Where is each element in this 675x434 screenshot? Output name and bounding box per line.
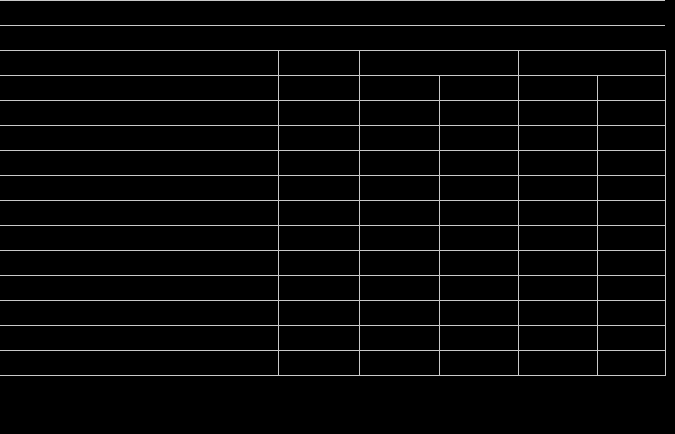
table-cell — [596, 150, 666, 176]
table-cell — [358, 150, 439, 176]
table-cell — [277, 300, 359, 326]
table-cell — [596, 75, 666, 101]
table-cell — [358, 125, 439, 151]
table-row — [0, 125, 666, 151]
table-row — [0, 100, 666, 126]
table-cell — [358, 225, 439, 251]
table-row — [0, 300, 666, 326]
table-cell — [358, 350, 439, 376]
table-cell — [596, 325, 666, 351]
table-cell — [596, 125, 666, 151]
table-header-row — [0, 50, 666, 76]
table-row — [0, 350, 666, 376]
table-cell — [358, 75, 439, 101]
table-row — [0, 250, 666, 276]
table-cell — [596, 225, 666, 251]
table-cell — [517, 200, 597, 226]
table-cell — [358, 275, 439, 301]
table-cell — [517, 175, 597, 201]
data-table — [0, 0, 666, 376]
table-cell — [438, 200, 518, 226]
table-cell — [517, 225, 597, 251]
table-cell — [0, 200, 278, 226]
table-cell — [277, 225, 359, 251]
table-cell — [517, 100, 597, 126]
table-cell — [517, 350, 597, 376]
table-row — [0, 200, 666, 226]
table-cell — [0, 325, 278, 351]
table-cell — [277, 325, 359, 351]
table-cell — [596, 275, 666, 301]
table-cell — [438, 350, 518, 376]
table-cell — [0, 225, 278, 251]
table-cell — [358, 100, 439, 126]
table-cell — [438, 75, 518, 101]
table-cell — [596, 100, 666, 126]
table-header-cell-3 — [358, 50, 518, 76]
table-cell — [358, 250, 439, 276]
table-subtitle-cell — [0, 25, 666, 51]
table-row — [0, 175, 666, 201]
table-cell — [438, 300, 518, 326]
table-cell — [358, 200, 439, 226]
table-cell — [596, 200, 666, 226]
table-cell — [438, 225, 518, 251]
table-cell — [596, 350, 666, 376]
table-header-cell-4 — [517, 50, 666, 76]
table-cell — [517, 150, 597, 176]
table-cell — [438, 250, 518, 276]
table-cell — [0, 250, 278, 276]
table-cell — [358, 325, 439, 351]
table-cell — [438, 100, 518, 126]
table-header-cell-1 — [0, 50, 278, 76]
table-cell — [517, 275, 597, 301]
table-row — [0, 275, 666, 301]
table-cell — [0, 350, 278, 376]
table-row — [0, 325, 666, 351]
table-cell — [0, 150, 278, 176]
table-cell — [438, 175, 518, 201]
table-cell — [277, 250, 359, 276]
table-cell — [0, 300, 278, 326]
table-cell — [277, 125, 359, 151]
table-cell — [517, 125, 597, 151]
table-cell — [596, 250, 666, 276]
table-cell — [277, 75, 359, 101]
table-row — [0, 150, 666, 176]
table-cell — [277, 275, 359, 301]
table-cell — [277, 150, 359, 176]
table-row — [0, 225, 666, 251]
table-row-title — [0, 0, 666, 26]
table-cell — [517, 325, 597, 351]
table-cell — [358, 175, 439, 201]
table-title-cell — [0, 0, 666, 26]
table-cell — [596, 175, 666, 201]
table-cell — [277, 100, 359, 126]
table-cell — [438, 150, 518, 176]
table-header-cell-2 — [277, 50, 359, 76]
table-cell — [438, 325, 518, 351]
table-cell — [438, 275, 518, 301]
table-cell — [0, 275, 278, 301]
table-cell — [0, 175, 278, 201]
table-cell — [277, 175, 359, 201]
table-cell — [277, 350, 359, 376]
table-cell — [0, 125, 278, 151]
table-cell — [0, 100, 278, 126]
table-cell — [517, 250, 597, 276]
table-row-subtitle — [0, 25, 666, 51]
table-cell — [0, 75, 278, 101]
table-cell — [517, 300, 597, 326]
table-cell — [358, 300, 439, 326]
table-cell — [438, 125, 518, 151]
table-cell — [517, 75, 597, 101]
table-row — [0, 75, 666, 101]
table-cell — [277, 200, 359, 226]
table-cell — [596, 300, 666, 326]
